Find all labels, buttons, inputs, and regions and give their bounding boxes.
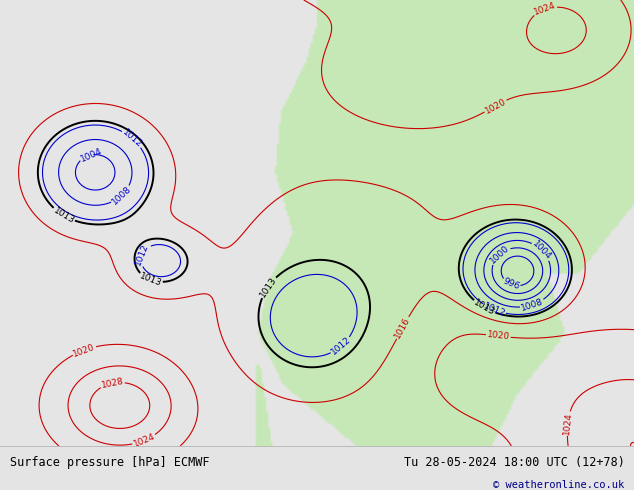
Text: 1004: 1004 <box>79 147 103 164</box>
Text: 1012: 1012 <box>120 127 144 149</box>
Text: 1008: 1008 <box>110 184 133 207</box>
Text: 1020: 1020 <box>72 342 96 358</box>
Text: 996: 996 <box>501 277 521 292</box>
Text: 1013: 1013 <box>258 275 278 299</box>
Text: 1028: 1028 <box>100 376 124 390</box>
Text: 1008: 1008 <box>520 297 545 313</box>
Text: 1024: 1024 <box>533 1 557 17</box>
Text: 1024: 1024 <box>132 432 157 449</box>
Text: 1012: 1012 <box>482 301 507 318</box>
Text: 1012: 1012 <box>330 335 353 357</box>
Text: 1013: 1013 <box>51 206 76 225</box>
Text: Tu 28-05-2024 18:00 UTC (12+78): Tu 28-05-2024 18:00 UTC (12+78) <box>404 456 624 469</box>
Text: 1020: 1020 <box>483 97 508 115</box>
Text: 1004: 1004 <box>531 239 553 262</box>
Text: 1020: 1020 <box>486 330 510 342</box>
Text: 1016: 1016 <box>393 316 412 340</box>
Text: 1013: 1013 <box>138 271 163 288</box>
Text: © weatheronline.co.uk: © weatheronline.co.uk <box>493 480 624 490</box>
Text: 1013: 1013 <box>472 298 496 317</box>
Text: 1012: 1012 <box>134 242 150 267</box>
Text: 1000: 1000 <box>488 244 511 266</box>
Text: 1024: 1024 <box>562 412 574 435</box>
Text: Surface pressure [hPa] ECMWF: Surface pressure [hPa] ECMWF <box>10 456 209 469</box>
